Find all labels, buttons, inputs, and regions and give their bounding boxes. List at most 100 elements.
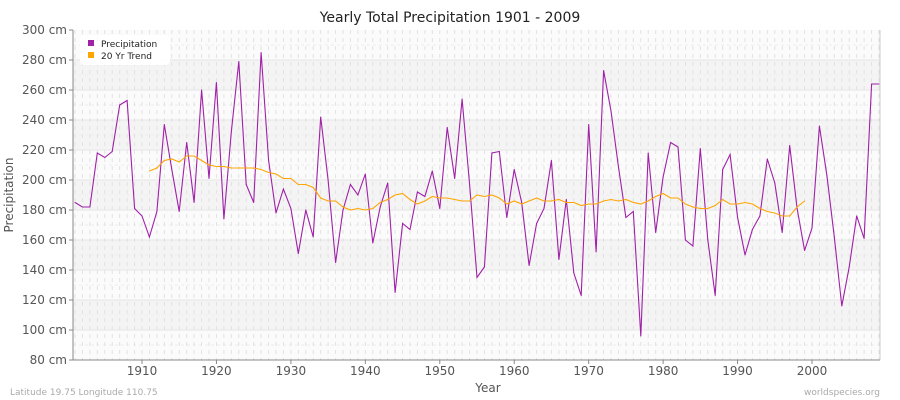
trend-point: [543, 200, 545, 202]
trend-point: [789, 215, 791, 217]
precipitation-point: [796, 208, 798, 209]
x-axis-label: Year: [474, 381, 500, 395]
trend-point: [677, 197, 679, 199]
precipitation-point: [461, 98, 463, 100]
trend-point: [565, 202, 567, 203]
y-axis-label: Precipitation: [2, 157, 16, 232]
precipitation-point: [498, 151, 500, 152]
precipitation-point: [193, 202, 195, 203]
y-tick-label: 80 cm: [30, 353, 67, 367]
trend-point: [580, 205, 582, 206]
precipitation-point: [818, 125, 820, 127]
precipitation-point: [148, 236, 150, 238]
precipitation-point: [662, 176, 664, 178]
trend-point: [588, 203, 590, 205]
precipitation-point: [409, 229, 411, 230]
precipitation-point: [536, 223, 538, 224]
precipitation-point: [558, 259, 560, 260]
precipitation-point: [305, 209, 307, 211]
y-tick-label: 180 cm: [22, 203, 67, 217]
trend-point: [483, 196, 485, 197]
trend-point: [699, 208, 701, 209]
y-tick-label: 280 cm: [22, 53, 67, 67]
legend-swatch-precipitation: [88, 40, 94, 46]
trend-point: [454, 199, 456, 200]
precipitation-point: [312, 236, 314, 238]
precipitation-point: [81, 206, 83, 208]
precipitation-point: [230, 131, 232, 133]
precipitation-point: [603, 70, 605, 71]
precipitation-point: [759, 215, 761, 217]
legend-label-precipitation: Precipitation: [101, 40, 157, 50]
x-tick-label: 1910: [127, 364, 158, 378]
trend-point: [409, 199, 411, 200]
precipitation-point: [439, 208, 441, 209]
trend-point: [603, 200, 605, 202]
trend-point: [327, 200, 329, 202]
precipitation-point: [379, 206, 381, 208]
chart-title: Yearly Total Precipitation 1901 - 2009: [319, 10, 581, 26]
precipitation-point: [871, 83, 873, 85]
precipitation-point: [178, 211, 180, 212]
y-tick-label: 200 cm: [22, 173, 67, 187]
trend-point: [751, 203, 753, 205]
precipitation-point: [208, 178, 210, 179]
precipitation-point: [804, 250, 806, 251]
precipitation-point: [156, 211, 158, 212]
precipitation-point: [223, 218, 225, 220]
precipitation-point: [238, 61, 240, 62]
trend-point: [364, 209, 366, 211]
trend-point: [387, 199, 389, 200]
precipitation-point: [431, 170, 433, 172]
trend-point: [536, 197, 538, 199]
precipitation-point: [811, 227, 813, 229]
trend-point: [498, 197, 500, 199]
precipitation-point: [104, 157, 106, 158]
precipitation-point: [774, 182, 776, 184]
trend-point: [312, 187, 314, 188]
x-tick-label: 1930: [276, 364, 307, 378]
precipitation-point: [424, 196, 426, 197]
trend-point: [766, 211, 768, 212]
trend-point: [253, 167, 255, 169]
trend-point: [290, 178, 292, 179]
trend-point: [349, 209, 351, 211]
precipitation-point: [416, 191, 418, 193]
trend-point: [416, 203, 418, 205]
precipitation-point: [699, 148, 701, 149]
precipitation-point: [476, 277, 478, 278]
precipitation-point: [684, 239, 686, 241]
precipitation-point: [483, 266, 485, 268]
trend-point: [670, 197, 672, 199]
precipitation-point: [588, 124, 590, 125]
precipitation-point: [364, 173, 366, 175]
footer-source: worldspecies.org: [804, 388, 880, 398]
trend-point: [476, 194, 478, 196]
trend-point: [796, 206, 798, 208]
trend-point: [610, 199, 612, 200]
precipitation-point: [215, 82, 217, 83]
precipitation-point: [74, 202, 76, 203]
trend-point: [245, 167, 247, 169]
trend-point: [193, 155, 195, 157]
trend-point: [469, 200, 471, 202]
precipitation-point: [506, 217, 508, 218]
trend-point: [156, 167, 158, 169]
precipitation-point: [692, 245, 694, 247]
trend-point: [178, 161, 180, 163]
precipitation-point: [171, 169, 173, 170]
precipitation-point: [610, 110, 612, 112]
trend-point: [402, 193, 404, 194]
precipitation-point: [335, 262, 337, 263]
trend-point: [282, 178, 284, 179]
trend-point: [223, 166, 225, 167]
legend: Precipitation 20 Yr Trend: [80, 35, 170, 65]
precipitation-point: [878, 83, 880, 85]
precipitation-point: [640, 335, 642, 337]
precipitation-point: [625, 217, 627, 218]
precipitation-point: [111, 151, 113, 152]
precipitation-point: [119, 104, 121, 106]
precipitation-point: [670, 142, 672, 143]
x-tick-label: 1970: [573, 364, 604, 378]
